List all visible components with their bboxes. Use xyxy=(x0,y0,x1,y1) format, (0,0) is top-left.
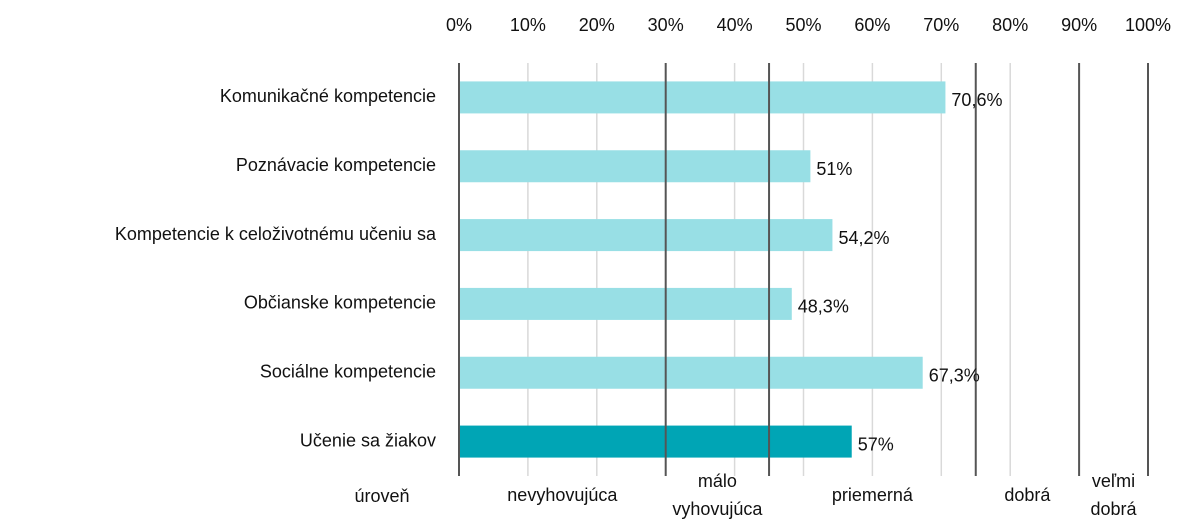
bar xyxy=(459,81,946,114)
category-label: Sociálne kompetencie xyxy=(260,362,436,382)
category-label: Komunikačné kompetencie xyxy=(220,86,436,106)
x-tick-label: 90% xyxy=(1061,15,1097,35)
bar xyxy=(459,425,852,458)
x-tick-label: 60% xyxy=(854,15,890,35)
level-label: málo xyxy=(698,471,737,491)
x-tick-label: 50% xyxy=(785,15,821,35)
x-tick-label: 100% xyxy=(1125,15,1171,35)
value-label: 70,6% xyxy=(951,90,1002,110)
category-label: Kompetencie k celoživotnému učeniu sa xyxy=(115,224,437,244)
level-label: veľmi xyxy=(1092,471,1135,491)
x-tick-label: 0% xyxy=(446,15,472,35)
value-label: 57% xyxy=(858,434,894,454)
level-label: nevyhovujúca xyxy=(507,485,618,505)
bar xyxy=(459,356,923,389)
x-tick-label: 70% xyxy=(923,15,959,35)
x-tick-label: 80% xyxy=(992,15,1028,35)
category-label: Učenie sa žiakov xyxy=(300,430,436,450)
x-tick-label: 20% xyxy=(579,15,615,35)
category-label: Občianske kompetencie xyxy=(244,293,436,313)
level-label: priemerná xyxy=(832,485,914,505)
bar xyxy=(459,150,811,183)
value-label: 54,2% xyxy=(838,228,889,248)
x-tick-label: 40% xyxy=(717,15,753,35)
level-label: dobrá xyxy=(1091,499,1138,519)
value-label: 51% xyxy=(816,159,852,179)
level-label: vyhovujúca xyxy=(672,499,763,519)
bar xyxy=(459,219,833,252)
value-label: 67,3% xyxy=(929,366,980,386)
value-label: 48,3% xyxy=(798,297,849,317)
x-tick-label: 10% xyxy=(510,15,546,35)
x-tick-label: 30% xyxy=(648,15,684,35)
level-label: dobrá xyxy=(1004,485,1051,505)
category-label: Poznávacie kompetencie xyxy=(236,155,436,175)
levels-title: úroveň xyxy=(354,486,409,506)
bar xyxy=(459,287,792,320)
